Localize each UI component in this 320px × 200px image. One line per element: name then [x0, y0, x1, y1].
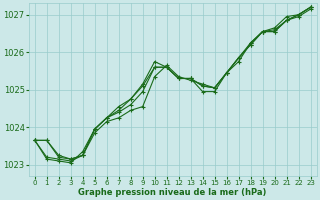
X-axis label: Graphe pression niveau de la mer (hPa): Graphe pression niveau de la mer (hPa): [78, 188, 267, 197]
